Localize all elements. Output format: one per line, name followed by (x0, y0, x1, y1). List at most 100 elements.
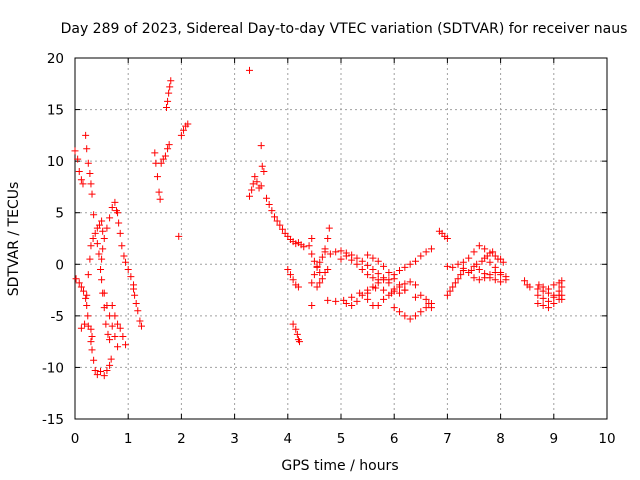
data-point (98, 217, 106, 225)
series-arc-5 (87, 338, 115, 380)
data-point (406, 278, 414, 286)
series-arc-31 (342, 291, 388, 310)
data-point (539, 294, 547, 302)
data-point (84, 271, 92, 279)
data-point (385, 276, 393, 284)
data-point (75, 167, 83, 175)
data-point (90, 356, 98, 364)
series-arc-18 (245, 66, 253, 74)
data-point (120, 252, 128, 260)
data-point (310, 271, 318, 279)
data-point (100, 289, 108, 297)
data-point (310, 257, 318, 265)
data-point (364, 271, 372, 279)
data-point (157, 159, 165, 167)
data-point (308, 279, 316, 287)
data-point (318, 253, 326, 261)
series-arc-17 (177, 120, 192, 139)
data-point (321, 248, 329, 256)
data-point (324, 296, 332, 304)
data-point (342, 299, 350, 307)
data-point (88, 190, 96, 198)
data-point (300, 243, 308, 251)
series-arc-15 (163, 77, 175, 112)
x-axis-ticks: 0 1 2 3 4 5 6 7 8 9 10 (71, 58, 616, 447)
data-point (380, 286, 388, 294)
data-point (164, 145, 172, 153)
data-point (497, 269, 505, 277)
data-point (151, 149, 159, 157)
data-point (184, 120, 192, 128)
data-point (364, 261, 372, 269)
data-point (79, 180, 87, 188)
data-point (454, 275, 462, 283)
series-arc-28 (337, 252, 382, 284)
data-point (292, 325, 300, 333)
y-tick-label: 0 (55, 257, 64, 273)
data-point (422, 248, 430, 256)
data-point (454, 260, 462, 268)
series-arc-44 (521, 277, 534, 291)
data-point (161, 152, 169, 160)
data-point (87, 180, 95, 188)
data-point (449, 283, 457, 291)
data-point (443, 291, 451, 299)
data-point (155, 188, 163, 196)
data-point (108, 322, 116, 330)
data-point (134, 307, 142, 315)
data-point (491, 263, 499, 271)
x-tick-label: 7 (443, 431, 452, 447)
data-point (163, 104, 171, 112)
data-point (427, 304, 435, 312)
data-point (406, 260, 414, 268)
data-point (245, 66, 253, 74)
data-point (84, 312, 92, 320)
series-arc-24 (305, 235, 324, 310)
data-point (107, 355, 115, 363)
data-point (115, 219, 123, 227)
data-point (86, 170, 94, 178)
series-arc-26 (313, 265, 332, 291)
data-point (93, 371, 101, 379)
data-point (87, 338, 95, 346)
data-point (475, 276, 483, 284)
series-arc-1 (71, 147, 87, 188)
x-tick-label: 2 (177, 431, 186, 447)
data-point (82, 131, 90, 139)
data-point (325, 224, 333, 232)
chart-title: Day 289 of 2023, Sidereal Day-to-day VTE… (61, 21, 628, 37)
series-arc-23 (289, 320, 304, 346)
data-point (86, 255, 94, 263)
data-point (88, 346, 96, 354)
data-point (353, 297, 361, 305)
data-point (313, 283, 321, 291)
data-point (100, 235, 108, 242)
data-point (111, 312, 119, 320)
data-point (486, 258, 494, 266)
data-point (124, 265, 132, 273)
data-point (534, 299, 542, 307)
data-point (177, 131, 185, 139)
data-point (502, 273, 510, 281)
data-point (153, 173, 161, 181)
y-tick-label: 15 (47, 103, 64, 119)
series-arc-34 (385, 278, 419, 299)
data-point (103, 224, 111, 232)
data-point (443, 262, 451, 270)
data-point (380, 295, 388, 303)
series-arc-22 (284, 265, 302, 291)
data-point (337, 255, 345, 263)
data-point (337, 247, 345, 255)
data-point (106, 214, 114, 222)
x-axis-label: GPS time / hours (281, 458, 398, 474)
data-point (286, 271, 294, 279)
data-point (324, 265, 332, 273)
data-point (486, 274, 494, 282)
data-point (558, 277, 566, 285)
data-point (88, 332, 96, 340)
data-point (348, 302, 356, 310)
data-point (499, 258, 507, 266)
data-point (369, 274, 377, 282)
data-point (481, 245, 489, 253)
series-arc-14 (157, 141, 173, 167)
